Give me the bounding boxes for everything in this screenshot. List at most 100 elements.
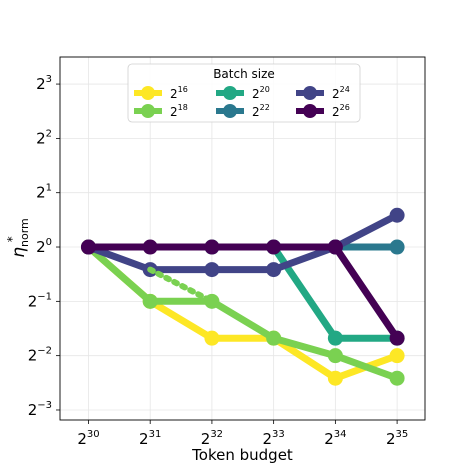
- x-tick-label-base: 2: [386, 430, 396, 448]
- series-26: [80, 239, 405, 346]
- y-tick-label-exp: 1: [46, 183, 52, 194]
- legend-label-base: 2: [252, 87, 260, 101]
- x-tick-label-exp: 30: [87, 429, 100, 440]
- legend-item: 220: [216, 85, 270, 101]
- y-tick-label: 22: [36, 128, 52, 147]
- y-tick-label-base: 2: [36, 75, 46, 93]
- y-tick-label: 2−3: [28, 400, 52, 419]
- series-line: [85, 211, 401, 274]
- legend-label: 218: [170, 103, 188, 119]
- x-tick-label-base: 2: [201, 430, 211, 448]
- legend-label: 220: [252, 85, 270, 101]
- y-tick-label-base: 2: [28, 347, 38, 365]
- legend-item: 224: [296, 85, 350, 101]
- y-tick-label-exp: −2: [37, 346, 52, 357]
- y-tick-label-base: 2: [36, 184, 46, 202]
- y-tick-label: 23: [36, 74, 52, 93]
- legend-swatch-marker: [223, 104, 237, 118]
- y-axis-label: ηnorm*: [5, 218, 31, 258]
- legend-label-base: 2: [170, 105, 178, 119]
- y-tick-label-base: 2: [36, 129, 46, 147]
- data-point: [204, 330, 220, 346]
- legend-swatch-marker: [141, 86, 155, 100]
- legend-swatch-marker: [223, 86, 237, 100]
- series-line: [85, 243, 401, 382]
- x-tick-label: 235: [386, 429, 408, 448]
- data-point: [327, 348, 343, 364]
- legend-label-base: 2: [170, 87, 178, 101]
- y-tick-label-base: 2: [28, 401, 38, 419]
- x-tick-label-exp: 35: [396, 429, 409, 440]
- data-point: [327, 370, 343, 386]
- data-point: [389, 330, 405, 346]
- legend-swatch-marker: [141, 104, 155, 118]
- y-tick-label: 2−1: [28, 291, 52, 310]
- y-tick-label-exp: 3: [46, 74, 52, 85]
- data-point: [266, 262, 282, 278]
- legend-swatch-marker: [303, 86, 317, 100]
- legend-item: 218: [134, 103, 188, 119]
- x-tick-label-exp: 31: [149, 429, 162, 440]
- legend-swatch-marker: [303, 104, 317, 118]
- x-tick-label: 231: [139, 429, 161, 448]
- data-point: [204, 239, 220, 255]
- legend-label-exp: 16: [178, 85, 188, 94]
- x-tick-label: 232: [201, 429, 223, 448]
- data-point: [266, 239, 282, 255]
- legend-label-base: 2: [252, 105, 260, 119]
- legend-label: 216: [170, 85, 188, 101]
- data-point: [327, 239, 343, 255]
- x-tick-label-base: 2: [77, 430, 87, 448]
- dotted-guide-line: [147, 266, 215, 305]
- x-tick-label-base: 2: [263, 430, 273, 448]
- series-line: [85, 243, 401, 342]
- y-axis-label-main: η: [9, 247, 29, 258]
- legend-label: 224: [332, 85, 350, 101]
- data-point: [80, 239, 96, 255]
- legend-label-base: 2: [332, 105, 340, 119]
- legend-label-base: 2: [332, 87, 340, 101]
- svg-text:ηnorm*: ηnorm*: [5, 218, 31, 258]
- data-point: [266, 330, 282, 346]
- y-tick-label: 20: [36, 237, 52, 256]
- x-tick-label-exp: 34: [334, 429, 347, 440]
- legend-item: 226: [296, 103, 350, 119]
- data-point: [389, 207, 405, 223]
- x-tick-label: 233: [263, 429, 285, 448]
- x-axis-label: Token budget: [191, 446, 293, 464]
- y-axis-label-sup: *: [5, 236, 19, 242]
- x-tick-label-exp: 32: [210, 429, 223, 440]
- legend-item: 216: [134, 85, 188, 101]
- x-tick-label: 234: [324, 429, 346, 448]
- y-tick-label-base: 2: [28, 292, 38, 310]
- y-tick-label: 2−2: [28, 346, 52, 365]
- y-axis-label-sub: norm: [18, 218, 31, 247]
- legend-label-exp: 24: [340, 85, 350, 94]
- legend-label-exp: 20: [260, 85, 270, 94]
- data-point: [389, 348, 405, 364]
- y-tick-label-exp: 2: [46, 128, 52, 139]
- y-tick-label-exp: −3: [37, 400, 52, 411]
- series-layer: [80, 207, 405, 386]
- y-tick-label-base: 2: [36, 238, 46, 256]
- data-point: [389, 370, 405, 386]
- legend-title: Batch size: [213, 67, 275, 81]
- y-tick-label-exp: 0: [46, 237, 52, 248]
- legend-label-exp: 22: [260, 103, 270, 112]
- legend-item: 222: [216, 103, 270, 119]
- legend-label: 222: [252, 103, 270, 119]
- data-point: [327, 330, 343, 346]
- x-tick-label: 230: [77, 429, 99, 448]
- legend-label: 226: [332, 103, 350, 119]
- data-point: [204, 262, 220, 278]
- x-tick-label-exp: 33: [272, 429, 285, 440]
- series-24: [80, 207, 405, 278]
- y-tick-label: 21: [36, 183, 52, 202]
- data-point: [142, 239, 158, 255]
- plot-frame: [59, 56, 426, 421]
- x-tick-label-base: 2: [139, 430, 149, 448]
